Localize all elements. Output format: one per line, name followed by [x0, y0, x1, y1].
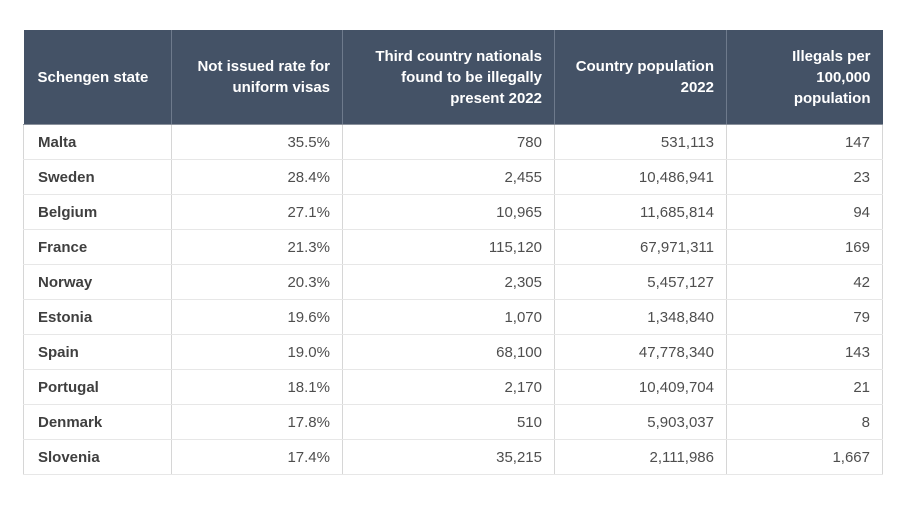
illegally-present-cell: 510 [342, 404, 555, 440]
per-100k-cell: 21 [726, 369, 883, 405]
table-row-malta: Malta 35.5% 780 531,113 147 [23, 124, 883, 160]
state-cell: Malta [23, 124, 172, 160]
column-header-schengen-state: Schengen state [23, 30, 172, 125]
illegally-present-cell: 2,305 [342, 264, 555, 300]
per-100k-cell: 94 [726, 194, 883, 230]
illegally-present-cell: 35,215 [342, 439, 555, 475]
population-cell: 5,457,127 [554, 264, 727, 300]
table-row-estonia: Estonia 19.6% 1,070 1,348,840 79 [23, 299, 883, 335]
table-body: Malta 35.5% 780 531,113 147 Sweden 28.4%… [23, 124, 883, 475]
state-cell: Slovenia [23, 439, 172, 475]
rate-cell: 28.4% [171, 159, 343, 195]
per-100k-cell: 147 [726, 124, 883, 160]
population-cell: 5,903,037 [554, 404, 727, 440]
state-cell: Portugal [23, 369, 172, 405]
column-header-country-population: Country population 2022 [554, 30, 727, 125]
state-cell: Spain [23, 334, 172, 370]
population-cell: 10,486,941 [554, 159, 727, 195]
table-row-slovenia: Slovenia 17.4% 35,215 2,111,986 1,667 [23, 439, 883, 475]
rate-cell: 19.0% [171, 334, 343, 370]
column-header-illegally-present: Third country nationals found to be ille… [342, 30, 555, 125]
illegally-present-cell: 68,100 [342, 334, 555, 370]
rate-cell: 18.1% [171, 369, 343, 405]
table-header: Schengen state Not issued rate for unifo… [23, 30, 883, 125]
table-row-france: France 21.3% 115,120 67,971,311 169 [23, 229, 883, 265]
header-row: Schengen state Not issued rate for unifo… [23, 30, 883, 125]
table-row-portugal: Portugal 18.1% 2,170 10,409,704 21 [23, 369, 883, 405]
population-cell: 11,685,814 [554, 194, 727, 230]
population-cell: 2,111,986 [554, 439, 727, 475]
population-cell: 67,971,311 [554, 229, 727, 265]
illegally-present-cell: 1,070 [342, 299, 555, 335]
per-100k-cell: 143 [726, 334, 883, 370]
schengen-visa-table: Schengen state Not issued rate for unifo… [23, 30, 883, 475]
per-100k-cell: 8 [726, 404, 883, 440]
population-cell: 1,348,840 [554, 299, 727, 335]
state-cell: Sweden [23, 159, 172, 195]
illegally-present-cell: 115,120 [342, 229, 555, 265]
illegally-present-cell: 780 [342, 124, 555, 160]
table-row-belgium: Belgium 27.1% 10,965 11,685,814 94 [23, 194, 883, 230]
state-cell: Belgium [23, 194, 172, 230]
rate-cell: 35.5% [171, 124, 343, 160]
population-cell: 10,409,704 [554, 369, 727, 405]
state-cell: Estonia [23, 299, 172, 335]
table-row-norway: Norway 20.3% 2,305 5,457,127 42 [23, 264, 883, 300]
rate-cell: 27.1% [171, 194, 343, 230]
column-header-illegals-per-100k: Illegals per 100,000 population [726, 30, 883, 125]
rate-cell: 17.4% [171, 439, 343, 475]
schengen-visa-table-container: Schengen state Not issued rate for unifo… [23, 30, 883, 475]
state-cell: France [23, 229, 172, 265]
illegally-present-cell: 10,965 [342, 194, 555, 230]
per-100k-cell: 1,667 [726, 439, 883, 475]
per-100k-cell: 23 [726, 159, 883, 195]
table-row-sweden: Sweden 28.4% 2,455 10,486,941 23 [23, 159, 883, 195]
rate-cell: 21.3% [171, 229, 343, 265]
state-cell: Denmark [23, 404, 172, 440]
population-cell: 531,113 [554, 124, 727, 160]
table-row-spain: Spain 19.0% 68,100 47,778,340 143 [23, 334, 883, 370]
rate-cell: 19.6% [171, 299, 343, 335]
state-cell: Norway [23, 264, 172, 300]
population-cell: 47,778,340 [554, 334, 727, 370]
per-100k-cell: 42 [726, 264, 883, 300]
per-100k-cell: 169 [726, 229, 883, 265]
illegally-present-cell: 2,455 [342, 159, 555, 195]
illegally-present-cell: 2,170 [342, 369, 555, 405]
rate-cell: 20.3% [171, 264, 343, 300]
rate-cell: 17.8% [171, 404, 343, 440]
column-header-not-issued-rate: Not issued rate for uniform visas [171, 30, 343, 125]
table-row-denmark: Denmark 17.8% 510 5,903,037 8 [23, 404, 883, 440]
per-100k-cell: 79 [726, 299, 883, 335]
